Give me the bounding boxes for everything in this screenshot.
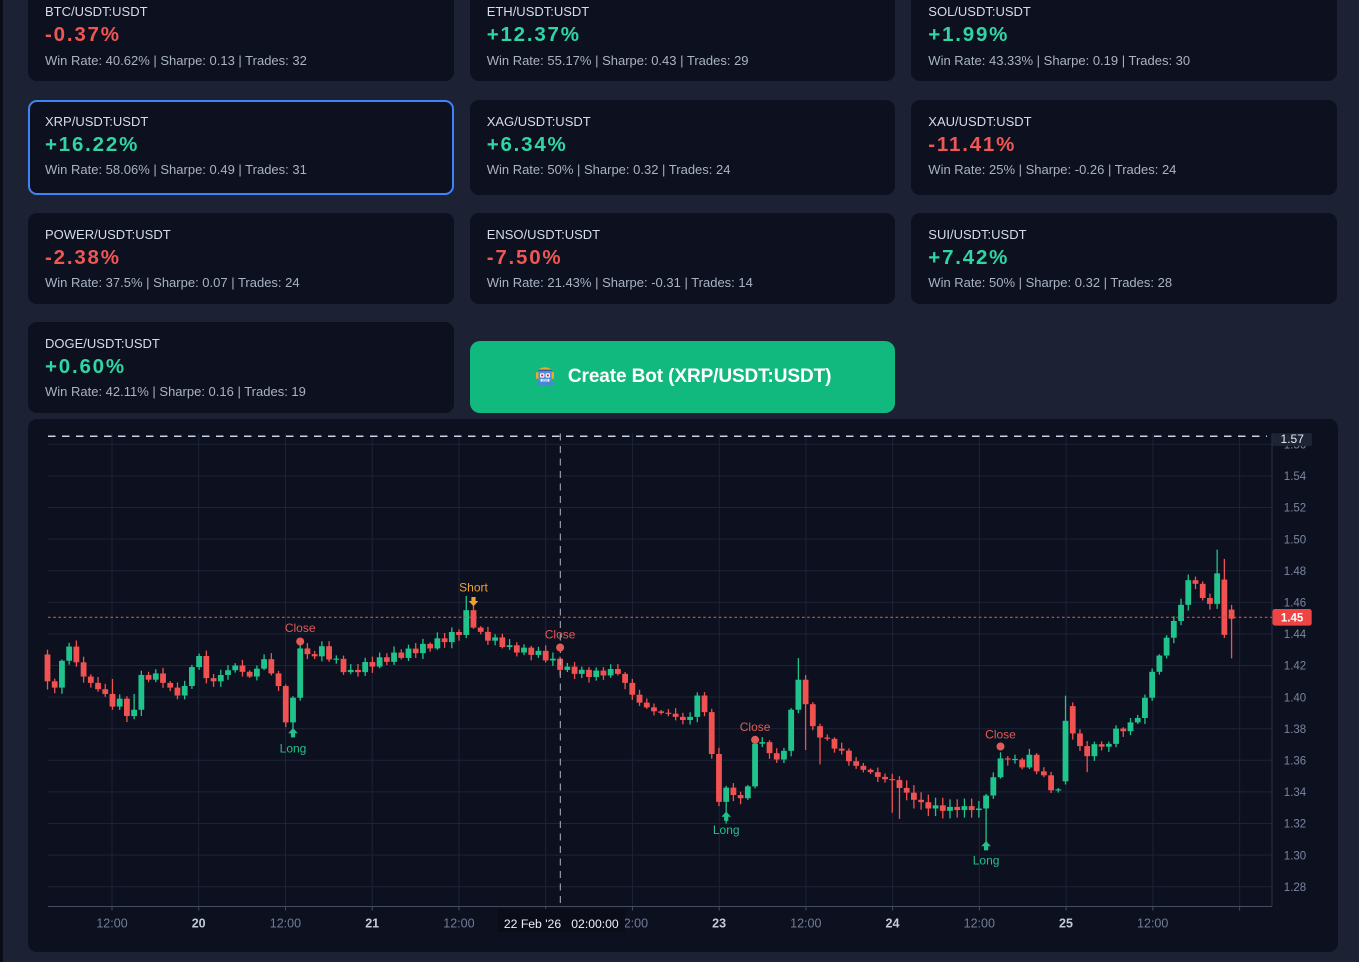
svg-text:12:00: 12:00 <box>443 916 474 930</box>
svg-text:1.50: 1.50 <box>1284 534 1306 546</box>
svg-text:Short: Short <box>459 580 488 594</box>
svg-text:1.40: 1.40 <box>1284 692 1306 704</box>
svg-text:1.48: 1.48 <box>1284 565 1306 577</box>
svg-text:Close: Close <box>985 727 1016 741</box>
svg-text:20: 20 <box>192 916 206 930</box>
svg-text:12:00: 12:00 <box>790 916 821 930</box>
svg-text:1.46: 1.46 <box>1284 597 1306 609</box>
svg-text:1.34: 1.34 <box>1284 787 1307 799</box>
svg-text:Close: Close <box>285 621 316 635</box>
svg-text:1.52: 1.52 <box>1284 502 1306 514</box>
svg-text:Close: Close <box>545 627 576 641</box>
svg-text:1.54: 1.54 <box>1284 471 1307 483</box>
svg-text:12:00: 12:00 <box>1137 916 1168 930</box>
svg-text:Long: Long <box>713 823 740 837</box>
svg-text:12:00: 12:00 <box>270 916 301 930</box>
svg-text:1.30: 1.30 <box>1284 850 1306 862</box>
svg-text:12:00: 12:00 <box>964 916 995 930</box>
svg-text:12:00: 12:00 <box>96 916 127 930</box>
svg-text:1.28: 1.28 <box>1284 881 1306 893</box>
svg-text:1.45: 1.45 <box>1281 612 1304 624</box>
svg-text:Long: Long <box>973 853 1000 867</box>
svg-text:21: 21 <box>365 916 379 930</box>
svg-text:24: 24 <box>886 916 900 930</box>
svg-text:23: 23 <box>712 916 726 930</box>
svg-text:1.36: 1.36 <box>1284 755 1306 767</box>
svg-text:1.57: 1.57 <box>1281 432 1305 446</box>
svg-text:1.32: 1.32 <box>1284 818 1306 830</box>
svg-text:22 Feb '26 02:00:00: 22 Feb '26 02:00:00 <box>504 916 619 930</box>
svg-text:1.38: 1.38 <box>1284 723 1306 735</box>
svg-text:1.42: 1.42 <box>1284 660 1306 672</box>
svg-text:Long: Long <box>280 741 307 755</box>
svg-text:Close: Close <box>740 720 771 734</box>
svg-text:25: 25 <box>1059 916 1073 930</box>
svg-text:1.44: 1.44 <box>1284 629 1307 641</box>
